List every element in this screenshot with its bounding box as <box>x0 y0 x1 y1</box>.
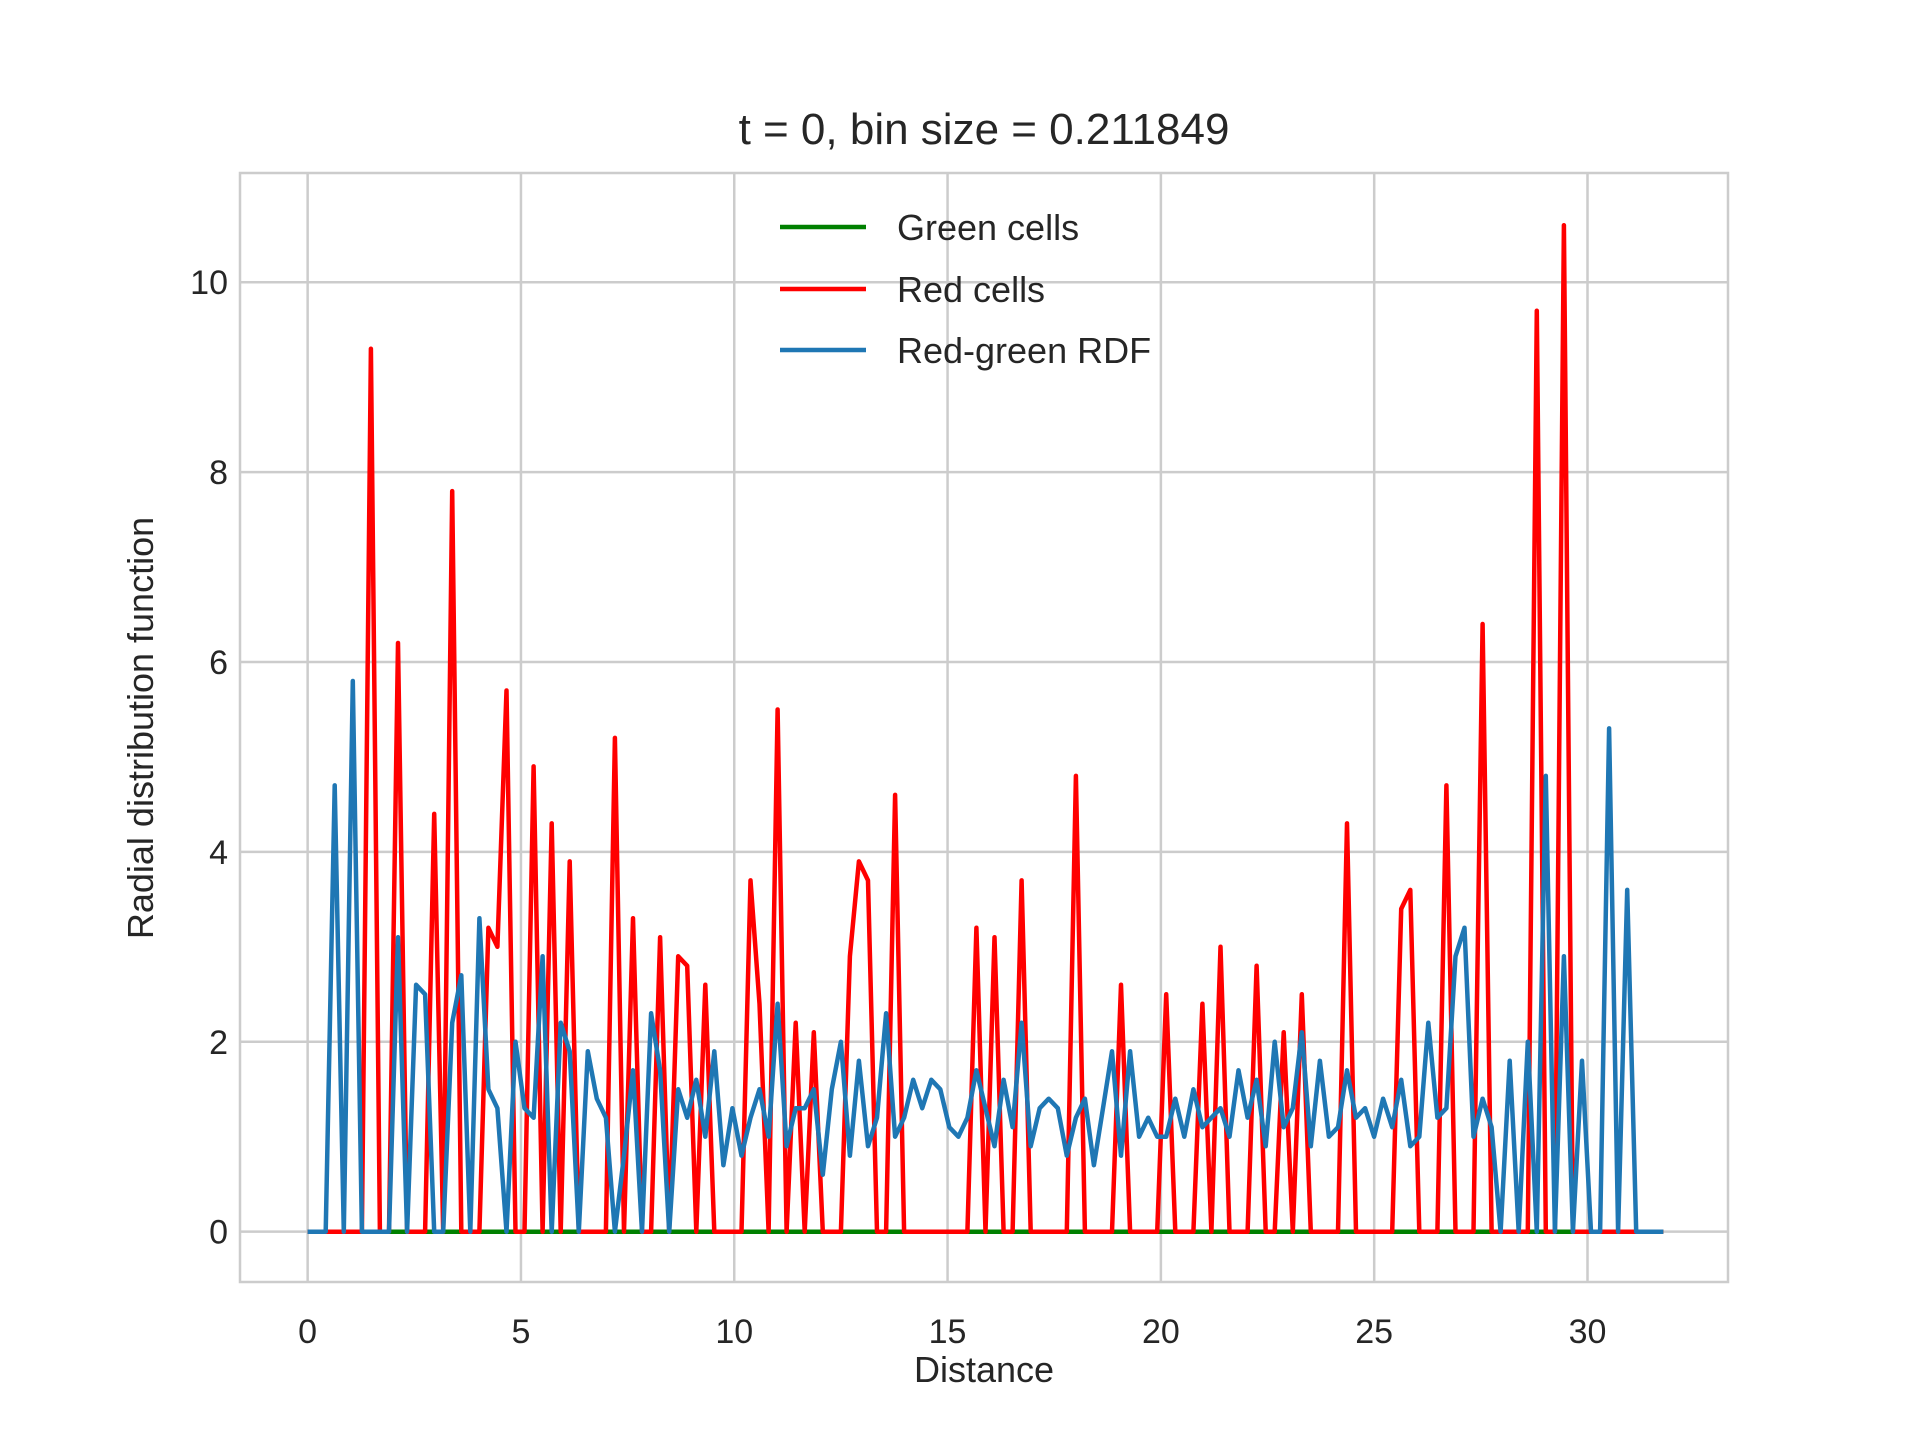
x-tick-label: 20 <box>1142 1313 1180 1351</box>
y-tick-label: 10 <box>190 264 228 302</box>
x-tick-label: 25 <box>1355 1313 1393 1351</box>
x-tick-labels: 0 5 10 15 20 25 30 <box>298 1313 1606 1351</box>
legend: Green cells Red cells Red-green RDF <box>780 207 1151 371</box>
x-tick-label: 5 <box>511 1313 530 1351</box>
plot-frame <box>238 171 1730 1284</box>
legend-label-red: Red cells <box>897 269 1045 310</box>
y-tick-label: 8 <box>209 454 228 492</box>
red-cells-line <box>307 222 1664 1234</box>
y-tick-label: 6 <box>209 644 228 682</box>
y-tick-label: 0 <box>209 1214 228 1252</box>
x-tick-label: 10 <box>715 1313 753 1351</box>
legend-label-green: Green cells <box>897 207 1079 248</box>
y-tick-label: 2 <box>209 1024 228 1062</box>
legend-label-rdf: Red-green RDF <box>897 330 1151 371</box>
y-axis-label: Radial distribution function <box>120 517 161 939</box>
y-tick-labels: 0 2 4 6 8 10 <box>190 264 228 1251</box>
x-tick-label: 30 <box>1569 1313 1607 1351</box>
series-layer <box>307 222 1664 1234</box>
y-tick-label: 4 <box>209 834 228 872</box>
x-axis-label: Distance <box>914 1349 1054 1390</box>
x-tick-label: 15 <box>929 1313 967 1351</box>
chart-title: t = 0, bin size = 0.211849 <box>739 105 1230 154</box>
x-tick-label: 0 <box>298 1313 317 1351</box>
red-green-rdf-line <box>307 678 1664 1234</box>
